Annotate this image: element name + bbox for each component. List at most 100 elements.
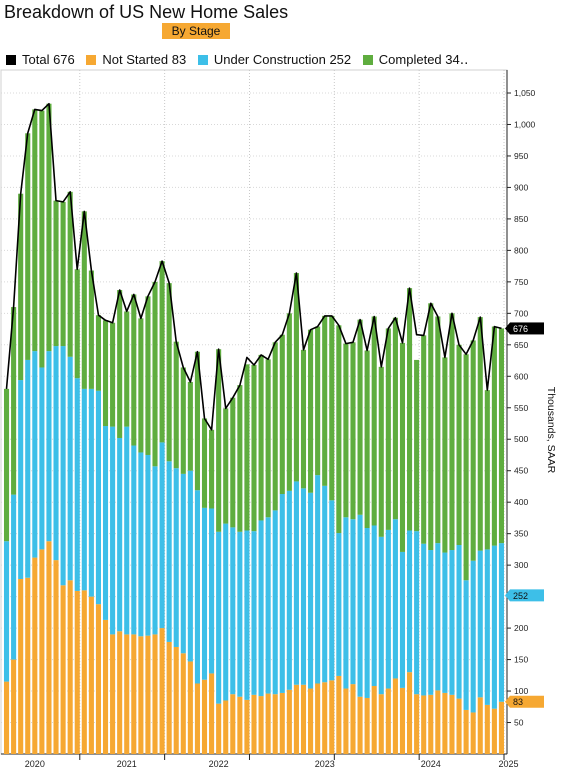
bar-under-construction [251, 531, 257, 695]
bar-not-started [124, 634, 130, 754]
bar-completed [180, 367, 186, 474]
total-flag-pointer [505, 322, 510, 335]
bar-completed [60, 201, 66, 347]
bar-not-started [421, 695, 427, 754]
bar-under-construction [378, 536, 384, 695]
bar-not-started [74, 590, 80, 754]
not-started-flag [510, 695, 544, 708]
bar-under-construction [435, 543, 441, 691]
bar-under-construction [265, 517, 271, 694]
y-tick-label: 350 [514, 529, 528, 539]
legend-swatch-completed [362, 55, 373, 65]
bar-not-started [187, 661, 193, 754]
bar-not-started [315, 683, 321, 754]
bar-completed [39, 110, 45, 368]
bar-under-construction [244, 530, 250, 700]
bar-under-construction [201, 507, 208, 680]
bar-not-started [81, 590, 87, 754]
bar-not-started [329, 680, 335, 754]
bar-completed [244, 364, 250, 531]
bar-under-construction [484, 549, 490, 705]
bar-completed [187, 381, 193, 471]
bar-completed [421, 335, 427, 544]
bar-under-construction [279, 494, 285, 693]
bar-under-construction [88, 388, 94, 597]
bar-not-started [322, 682, 328, 754]
bar-not-started [230, 694, 236, 754]
legend-item-completed: Completed 34‥ [362, 52, 468, 68]
bar-completed [279, 334, 285, 495]
total-flag-label: 676 [513, 324, 528, 334]
bar-completed [237, 385, 243, 532]
bar-completed [371, 316, 377, 526]
bar-under-construction [308, 492, 314, 689]
bar-not-started [463, 709, 469, 754]
bar-under-construction [187, 470, 193, 662]
total-line [5, 102, 502, 431]
bar-not-started [88, 596, 94, 754]
bar-under-construction [414, 531, 420, 695]
x-tick-label: 2025 [499, 759, 519, 769]
bar-under-construction [357, 514, 363, 697]
bar-completed [201, 418, 208, 508]
bar-not-started [145, 635, 151, 754]
bar-completed [95, 315, 101, 391]
y-tick-label: 1,050 [514, 88, 536, 98]
bar-completed [293, 273, 299, 482]
bar-not-started [102, 619, 109, 754]
bar-under-construction [46, 351, 52, 542]
total-flag [510, 322, 544, 335]
bar-not-started [95, 604, 101, 754]
bar-not-started [138, 636, 144, 754]
bar-under-construction [117, 437, 123, 632]
bar-completed [3, 388, 10, 542]
y-tick-label: 850 [514, 214, 528, 224]
bar-completed [378, 366, 384, 537]
bar-under-construction [293, 481, 299, 685]
bar-not-started [258, 696, 264, 754]
bar-completed [258, 354, 264, 521]
bar-under-construction [491, 545, 497, 709]
bar-under-construction [131, 445, 137, 635]
bar-under-construction [477, 550, 483, 698]
y-tick-label: 950 [514, 151, 528, 161]
bar-completed [88, 270, 94, 389]
chart-legend: Total 676 Not Started 83 Under Construct… [6, 52, 476, 68]
bar-not-started [265, 693, 271, 754]
bar-not-started [336, 675, 342, 754]
bar-not-started [407, 672, 413, 754]
bar-not-started [159, 628, 165, 754]
bar-not-started [399, 687, 406, 754]
bar-under-construction [32, 351, 38, 558]
bar-completed [456, 344, 462, 545]
bar-not-started [308, 688, 314, 754]
bar-under-construction [74, 378, 80, 591]
chart-title: Breakdown of US New Home Sales [4, 2, 289, 22]
bar-not-started [3, 681, 10, 754]
bar-under-construction [166, 461, 172, 642]
bar-completed [392, 317, 398, 520]
bar-completed [194, 351, 200, 491]
bar-completed [491, 326, 497, 546]
bar-completed [230, 397, 236, 528]
bar-under-construction [329, 500, 335, 681]
bar-not-started [110, 634, 116, 754]
bar-not-started [152, 634, 158, 754]
bar-under-construction [11, 494, 17, 660]
bar-not-started [46, 541, 52, 754]
bar-completed [329, 315, 335, 501]
bar-completed [67, 191, 73, 357]
bar-under-construction [209, 508, 215, 674]
legend-label-not-started: Not Started 83 [102, 52, 187, 67]
bar-under-construction [230, 527, 236, 695]
bar-not-started [449, 694, 455, 754]
bar-not-started [117, 631, 123, 754]
legend-item-not-started: Not Started 83 [86, 52, 186, 67]
bar-under-construction [102, 426, 109, 620]
bar-not-started [244, 699, 250, 754]
y-tick-label: 650 [514, 340, 528, 350]
bar-completed [399, 342, 406, 552]
legend-label-total: Total 676 [22, 52, 75, 67]
bar-not-started [350, 684, 356, 754]
y-tick-label: 400 [514, 497, 528, 507]
